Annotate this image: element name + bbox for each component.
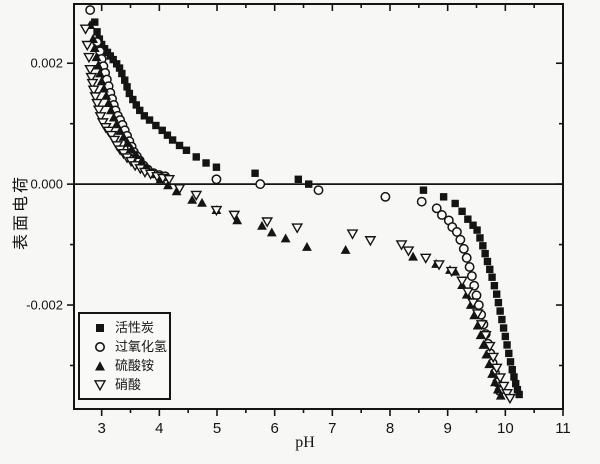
tick-labels: 3 4 5 6 7 8 9 10 11 0.002 0.000 -0.002	[26, 56, 571, 437]
series-activated-carbon	[91, 18, 523, 399]
y-tick-label: 0.000	[30, 177, 63, 192]
filled-square-marker-icon	[96, 323, 104, 332]
x-axis-title: pH	[295, 434, 315, 451]
plot-frame	[73, 3, 564, 410]
y-axis-title: 表面电荷	[13, 173, 30, 251]
legend-label: 硝酸	[115, 377, 142, 392]
legend-label: 过氧化氢	[115, 339, 168, 354]
open-triangle-down-marker-icon	[94, 379, 106, 391]
x-tick-label: 6	[271, 420, 279, 437]
y-tick-label: 0.002	[30, 56, 63, 71]
legend: 活性炭 过氧化氢 硫酸铵 硝酸	[78, 312, 171, 400]
x-tick-label: 4	[155, 420, 163, 437]
x-tick-label: 8	[386, 420, 394, 437]
legend-item-hydrogen-peroxide: 过氧化氢	[94, 340, 169, 353]
series-nitric-acid	[79, 24, 516, 405]
x-tick-label: 3	[98, 420, 106, 437]
open-circle-marker-icon	[95, 341, 105, 352]
y-tick-label: -0.002	[26, 298, 63, 313]
filled-triangle-marker-icon	[95, 360, 105, 370]
legend-item-activated-carbon: 活性炭	[94, 321, 169, 334]
legend-item-nitric-acid: 硝酸	[94, 378, 169, 391]
legend-label: 活性炭	[115, 320, 155, 335]
x-tick-label: 7	[328, 420, 336, 437]
x-tick-label: 11	[555, 420, 571, 437]
axis-ticks	[67, 4, 564, 416]
x-tick-label: 5	[213, 420, 221, 437]
x-tick-label: 10	[497, 420, 514, 437]
legend-item-ammonium-sulfate: 硫酸铵	[94, 359, 169, 372]
legend-label: 硫酸铵	[115, 358, 155, 373]
x-tick-label: 9	[443, 420, 451, 437]
